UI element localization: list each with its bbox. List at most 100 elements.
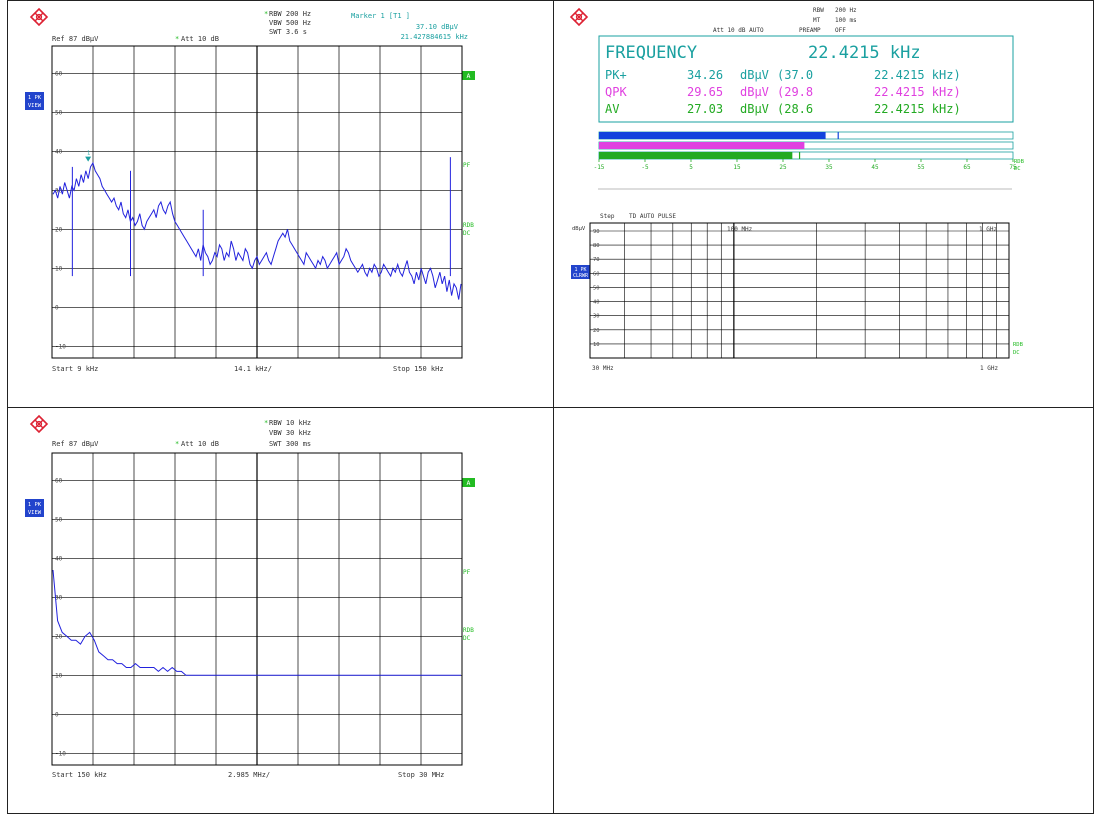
scan-y-tick: 10 bbox=[593, 342, 600, 348]
trace-badge bbox=[25, 92, 44, 110]
hdr-rbw-val: 200 Hz bbox=[835, 7, 857, 14]
plot-area: 60 50 40 30 20 10 0 -10 bbox=[51, 452, 463, 766]
svg-text:22.4215 kHz): 22.4215 kHz) bbox=[874, 102, 961, 116]
readout-row-qpk: QPK 29.65 dBµV (29.8 22.4215 kHz) bbox=[605, 85, 961, 99]
svg-text:PK+: PK+ bbox=[605, 68, 627, 82]
trace-badge bbox=[25, 499, 44, 517]
div-label: 14.1 kHz/ bbox=[234, 365, 272, 373]
svg-text:CLRWR: CLRWR bbox=[573, 273, 589, 279]
scan-start: 30 MHz bbox=[592, 365, 614, 372]
tag-a bbox=[462, 478, 475, 487]
svg-text:dBµV: dBµV bbox=[740, 102, 769, 116]
svg-text:(28.6: (28.6 bbox=[777, 102, 813, 116]
scan-trace-badge bbox=[571, 265, 590, 279]
panel-receiver: RBW 200 Hz MT 100 ms Att 10 dB AUTO PREA… bbox=[553, 0, 1094, 408]
trace-badge-bot: VIEW bbox=[28, 103, 42, 109]
y-tick-label: 10 bbox=[55, 265, 63, 272]
panel-sweep-150k-30m: * RBW 10 kHz VBW 30 kHz SWT 300 ms * Att… bbox=[7, 407, 554, 814]
bar-unit-bot: DC bbox=[1014, 166, 1021, 172]
svg-text:VIEW: VIEW bbox=[28, 510, 42, 516]
scan-step: Step bbox=[600, 213, 615, 220]
bar-scale-label: -15 bbox=[594, 164, 605, 171]
bar-scale-label: 35 bbox=[825, 164, 833, 171]
bar-scale-label: 75 bbox=[1009, 164, 1017, 171]
tag-dc: DC bbox=[463, 230, 471, 237]
bar-unit-top: RDB bbox=[1014, 159, 1025, 165]
readout-box bbox=[598, 35, 1014, 123]
hdr-rbw: RBW 10 kHz bbox=[269, 419, 311, 427]
stop-label: Stop 30 MHz bbox=[398, 771, 444, 779]
freq-value: 22.4215 kHz bbox=[808, 43, 921, 63]
scan-right: 1 GHz bbox=[979, 226, 997, 233]
bar-scale-label: 55 bbox=[917, 164, 925, 171]
trace-badge-top: 1 PK bbox=[28, 95, 42, 101]
y-tick-label: 40 bbox=[55, 148, 63, 155]
freq-label: FREQUENCY bbox=[605, 43, 697, 63]
svg-text:A: A bbox=[467, 479, 471, 487]
hdr-vbw: VBW 500 Hz bbox=[269, 19, 311, 27]
svg-text:dBµV: dBµV bbox=[740, 68, 769, 82]
y-tick-label: 20 bbox=[55, 633, 63, 640]
scan-y-tick: 60 bbox=[593, 271, 600, 277]
hdr-mt-val: 100 ms bbox=[835, 17, 857, 24]
bar-scale-label: 5 bbox=[689, 164, 693, 171]
tag-pf: PF bbox=[463, 569, 471, 576]
scan-tag-dc: DC bbox=[1013, 350, 1020, 356]
bar-av bbox=[599, 152, 793, 159]
receiver-display: RBW 200 Hz MT 100 ms Att 10 dB AUTO PREA… bbox=[569, 7, 1025, 372]
scan-mode: TD AUTO PULSE bbox=[629, 213, 676, 220]
y-tick-label: 60 bbox=[55, 70, 63, 77]
scan-unit: dBµV bbox=[572, 226, 586, 232]
scan-mid: 100 MHz bbox=[727, 226, 753, 233]
bar-scale-label: 45 bbox=[871, 164, 879, 171]
rbw-star: * bbox=[264, 10, 268, 18]
hdr-att: Att 10 dB bbox=[181, 35, 219, 43]
start-label: Start 9 kHz bbox=[52, 365, 98, 373]
tag-a bbox=[462, 71, 475, 80]
hdr-mt: MT bbox=[813, 17, 821, 24]
scan-y-tick: 30 bbox=[593, 314, 600, 320]
bar-qpk bbox=[599, 142, 805, 149]
svg-text:*: * bbox=[264, 419, 268, 427]
scan-frame bbox=[589, 222, 1010, 359]
level-bargraph: -15 -5 5 15 25 35 45 55 65 75 bbox=[594, 131, 1017, 171]
y-tick-label: -10 bbox=[55, 750, 66, 757]
scan-y-tick: 40 bbox=[593, 300, 600, 306]
svg-text:QPK: QPK bbox=[605, 85, 627, 99]
bar-scale-label: 65 bbox=[963, 164, 971, 171]
svg-text:A: A bbox=[467, 72, 471, 80]
svg-text:34.26: 34.26 bbox=[687, 68, 723, 82]
trace-line bbox=[52, 161, 462, 300]
tag-pf: PF bbox=[463, 162, 471, 169]
div-label: 2.985 MHz/ bbox=[228, 771, 270, 779]
y-tick-label: 10 bbox=[55, 672, 63, 679]
rs-logo-icon bbox=[29, 7, 49, 27]
bar-scale-label: 15 bbox=[733, 164, 741, 171]
hdr-rbw: RBW 200 Hz bbox=[269, 10, 311, 18]
hdr-ref: Ref 87 dBµV bbox=[52, 35, 99, 43]
svg-text:22.4215 kHz): 22.4215 kHz) bbox=[874, 85, 961, 99]
scan-y-tick: 50 bbox=[593, 285, 600, 291]
scan-y-tick: 80 bbox=[593, 243, 600, 249]
y-tick-label: 0 bbox=[55, 711, 59, 718]
y-tick-label: -10 bbox=[55, 343, 66, 350]
hdr-vbw: VBW 30 kHz bbox=[269, 429, 311, 437]
bar-pk bbox=[599, 132, 826, 139]
stop-label: Stop 150 kHz bbox=[393, 365, 444, 373]
hdr-swt: SWT 3.6 s bbox=[269, 28, 307, 36]
panel-empty bbox=[553, 407, 1094, 814]
svg-text:AV: AV bbox=[605, 102, 619, 116]
panel-sweep-9k-150k: * RBW 200 Hz VBW 500 Hz SWT 3.6 s * Att … bbox=[7, 0, 554, 408]
tag-rdb: RDB bbox=[463, 627, 474, 634]
scan-grid: 90 80 70 60 50 40 30 20 10 bbox=[589, 222, 1010, 359]
marker-number: 1 bbox=[87, 151, 90, 157]
marker-title: Marker 1 [T1 ] bbox=[351, 12, 410, 20]
rs-logo-icon bbox=[29, 414, 49, 434]
bar-scale-label: -5 bbox=[641, 164, 649, 171]
hdr-preamp-val: OFF bbox=[835, 27, 846, 34]
svg-text:(37.0: (37.0 bbox=[777, 68, 813, 82]
y-tick-label: 0 bbox=[55, 304, 59, 311]
y-tick-label: 50 bbox=[55, 109, 63, 116]
marker-level: 37.10 dBµV bbox=[416, 23, 459, 31]
